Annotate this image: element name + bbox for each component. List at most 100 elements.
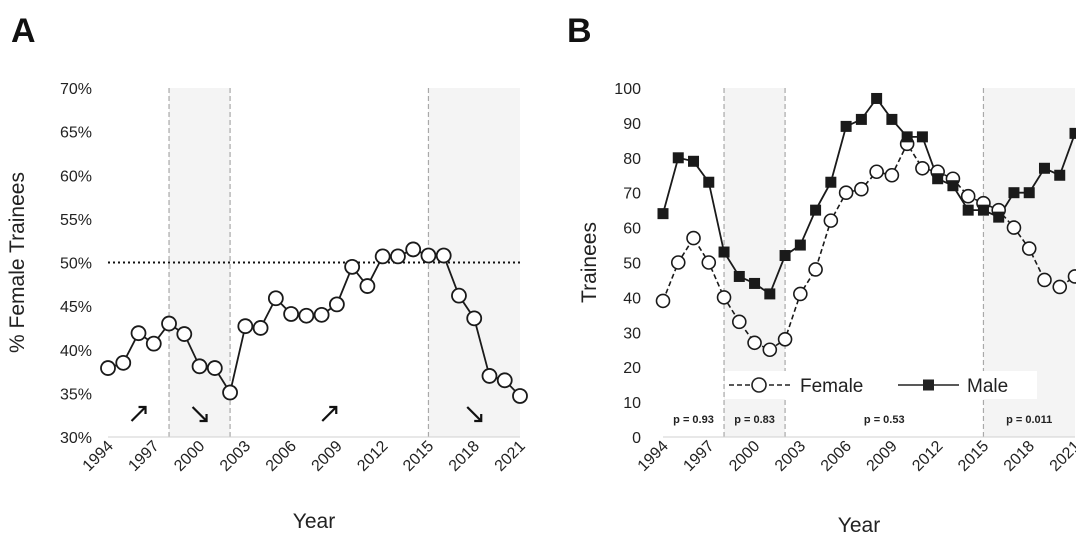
female-data-point [1037,272,1052,288]
panel-a-data-point [496,372,513,389]
male-data-point [1054,169,1066,181]
male-data-point [855,113,867,125]
panel-a-data-point [420,247,437,264]
arrow-down-right-icon [191,406,208,423]
male-data-point [688,155,700,167]
panel-a-data-point [359,278,376,294]
male-data-point [810,204,822,216]
panel-a-data-point [344,258,361,275]
legend-female-marker [751,377,767,393]
female-data-point [838,185,854,200]
male-series-line [662,96,1076,296]
panel-b-y-tick-label: 20 [623,360,641,377]
male-data-point [1008,187,1020,199]
panel-a-y-tick-label: 70% [60,81,92,98]
female-data-point [1006,220,1022,235]
male-data-point [1069,127,1076,139]
male-data-point [932,173,944,185]
panel-a-y-tick-label: 60% [60,168,92,185]
panel-a-data-point [222,384,238,401]
panel-a-x-tick-label: 1997 [125,438,162,475]
panel-b-x-tick-label: 1997 [680,438,717,475]
panel-b-x-tick-label: 2015 [955,438,992,475]
legend-male-marker [923,379,934,391]
panel-a-x-tick-label: 2006 [263,438,300,475]
arrow-down-right-icon [466,406,483,423]
panel-b-x-tick-label: 2006 [818,438,855,475]
male-data-point [718,246,730,258]
panel-a-data-point [374,248,391,265]
panel-b-y-axis-title: Trainees [578,222,601,303]
panel-b-y-tick-label: 50 [623,256,641,273]
male-data-point [703,176,715,188]
panel-b-y-tick-label: 40 [623,290,641,307]
panel-a-x-tick-label: 2021 [492,438,529,475]
panel-a-x-tick-label: 2003 [217,438,254,475]
female-data-point [731,314,747,330]
panel-a-data-point [161,315,177,332]
male-data-point [840,120,852,132]
panel-a-data-point [115,354,132,371]
panel-a-x-axis-title: Year [293,510,335,533]
male-data-point [993,211,1005,223]
legend-male-label: Male [967,376,1008,397]
male-data-point [871,92,883,104]
female-data-point [915,160,930,176]
panel-a-data-point [283,306,300,322]
arrow-up-right-icon [130,405,147,422]
p-value-label: p = 0.011 [1006,414,1052,426]
panel-a-x-tick-label: 2018 [446,438,483,475]
female-data-point [869,164,884,180]
panel-a-y-tick-label: 65% [60,125,92,142]
male-data-point [764,288,776,300]
female-data-point [762,342,778,358]
panel-a-data-point [191,358,208,375]
male-data-point [657,208,669,220]
panel-a-data-point [145,335,162,352]
panel-a-data-point [100,360,116,376]
panel-a-x-tick-label: 2012 [354,438,391,475]
panel-a-data-point [176,326,193,342]
panel-a-x-tick-label: 2000 [171,438,208,475]
female-data-point [1021,241,1037,256]
panel-b-label: B [567,12,592,50]
panel-b-x-axis-title: Year [838,514,880,535]
female-data-point [747,335,762,351]
male-data-point [1038,162,1050,174]
female-data-point [960,188,976,204]
panel-a-data-point [512,388,528,404]
panel-a-y-tick-label: 40% [60,343,92,360]
panel-b-y-tick-label: 60 [623,221,641,238]
panel-a-y-tick-label: 55% [60,212,92,229]
male-data-point [886,113,898,125]
male-data-point [779,250,791,262]
male-data-point [672,152,684,164]
male-data-point [1023,187,1035,199]
panel-b-y-tick-label: 30 [623,325,641,342]
p-value-label: p = 0.93 [673,414,714,426]
male-data-point [749,277,761,289]
panel-b-x-tick-label: 2009 [864,438,901,475]
male-data-point [962,204,974,216]
arrow-up-right-icon [321,405,338,422]
male-data-point [794,239,806,251]
female-data-point [670,255,686,270]
panel-a-data-point [435,247,452,264]
female-data-point [777,331,793,347]
panel-b-y-tick-label: 80 [623,151,641,168]
panel-a-data-point [481,368,498,384]
female-data-point [854,181,869,197]
male-data-point [733,270,745,282]
female-data-point [808,262,823,277]
panel-b-y-tick-label: 90 [623,116,641,133]
panel-a-y-axis-title: % Female Trainees [6,172,29,353]
female-data-point [655,293,671,309]
p-value-label: p = 0.53 [864,414,905,426]
panel-a-chart: A 30%35%40%45%50%55%60%65%70% 1994 1997 20… [6,12,529,533]
female-data-point [1067,269,1076,284]
panel-b-legend: Female Male [725,371,1037,399]
panel-b-y-tick-label: 100 [614,81,641,98]
panel-a-data-point [237,318,254,335]
